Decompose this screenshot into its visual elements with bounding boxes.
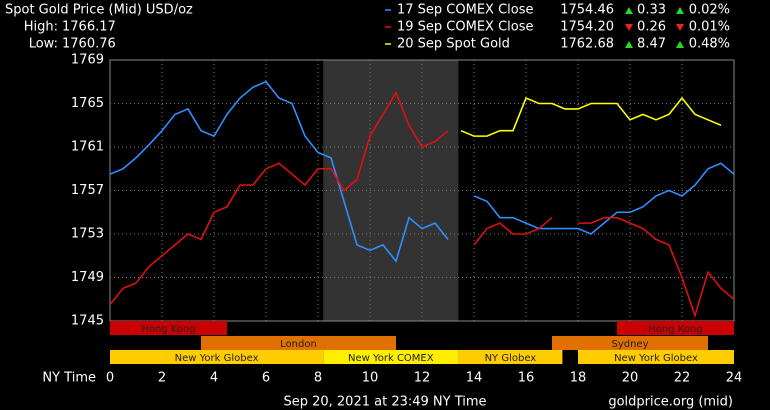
x-tick-label: 10: [362, 371, 379, 386]
change-arrow: [676, 7, 684, 14]
change-value: 8.47: [637, 37, 666, 52]
footer: Sep 20, 2021 at 23:49 NY Time: [283, 395, 486, 410]
price-line: [109, 80, 735, 263]
change-arrow: [676, 41, 684, 48]
x-tick-label: 20: [622, 371, 639, 386]
x-tick-label: 2: [158, 371, 166, 386]
close-value: 1754.20: [560, 20, 614, 35]
session-bar: [110, 350, 324, 364]
change-value: 0.33: [637, 3, 666, 18]
x-axis-label: NY Time: [42, 371, 96, 386]
session-label: New York Globex: [614, 353, 698, 364]
legend-name: 17 Sep COMEX Close: [397, 3, 534, 18]
y-tick-label: 1769: [71, 53, 104, 68]
change-arrow: [625, 41, 633, 48]
x-tick-label: 8: [314, 371, 322, 386]
session-bar: [110, 321, 227, 335]
y-tick-label: 1749: [71, 270, 104, 285]
x-tick-label: 18: [570, 371, 587, 386]
y-tick-label: 1761: [71, 140, 104, 155]
x-tick-label: 24: [726, 371, 743, 386]
x-tick-label: 14: [466, 371, 483, 386]
y-tick-label: 1757: [71, 183, 104, 198]
close-value: 1754.46: [560, 3, 614, 18]
plot-frame: [109, 59, 735, 322]
source: goldprice.org (mid): [608, 395, 733, 410]
y-tick-label: 1753: [71, 227, 104, 242]
change-arrow: [625, 7, 633, 14]
low-label: Low:: [29, 37, 58, 52]
session-bar: [617, 321, 734, 335]
session-label: NY Globex: [485, 353, 537, 364]
x-tick-label: 22: [674, 371, 691, 386]
session-bar: [323, 350, 459, 364]
y-tick-label: 1745: [71, 314, 104, 329]
session-label: Sydney: [611, 339, 648, 350]
legend-name: 20 Sep Spot Gold: [397, 37, 510, 52]
low-value: 1760.76: [62, 37, 116, 52]
x-tick-label: 12: [414, 371, 431, 386]
price-line: [109, 90, 735, 319]
change-percent: 0.02%: [689, 3, 730, 18]
legend-name: 19 Sep COMEX Close: [397, 20, 534, 35]
session-label: Hong Kong: [648, 324, 702, 335]
chart-title: Spot Gold Price (Mid) USD/oz: [5, 3, 193, 18]
session-label: Hong Kong: [141, 324, 195, 335]
high-label: High:: [24, 20, 58, 35]
change-percent: 0.01%: [689, 20, 730, 35]
change-arrow: [625, 24, 633, 31]
price-line: [460, 96, 722, 137]
y-tick-label: 1765: [71, 96, 104, 111]
x-tick-label: 0: [106, 371, 114, 386]
x-tick-label: 6: [262, 371, 270, 386]
session-label: New York Globex: [175, 353, 259, 364]
high-value: 1766.17: [62, 20, 116, 35]
change-percent: 0.48%: [689, 37, 730, 52]
session-bar: [578, 350, 734, 364]
x-tick-label: 16: [518, 371, 535, 386]
session-label: London: [280, 339, 317, 350]
session-label: New York COMEX: [348, 353, 434, 364]
change-value: 0.26: [637, 20, 666, 35]
session-bar: [458, 350, 563, 364]
change-arrow: [676, 24, 684, 31]
close-value: 1762.68: [560, 37, 614, 52]
session-bar: [201, 336, 396, 350]
x-tick-label: 4: [210, 371, 218, 386]
session-bar: [552, 336, 708, 350]
